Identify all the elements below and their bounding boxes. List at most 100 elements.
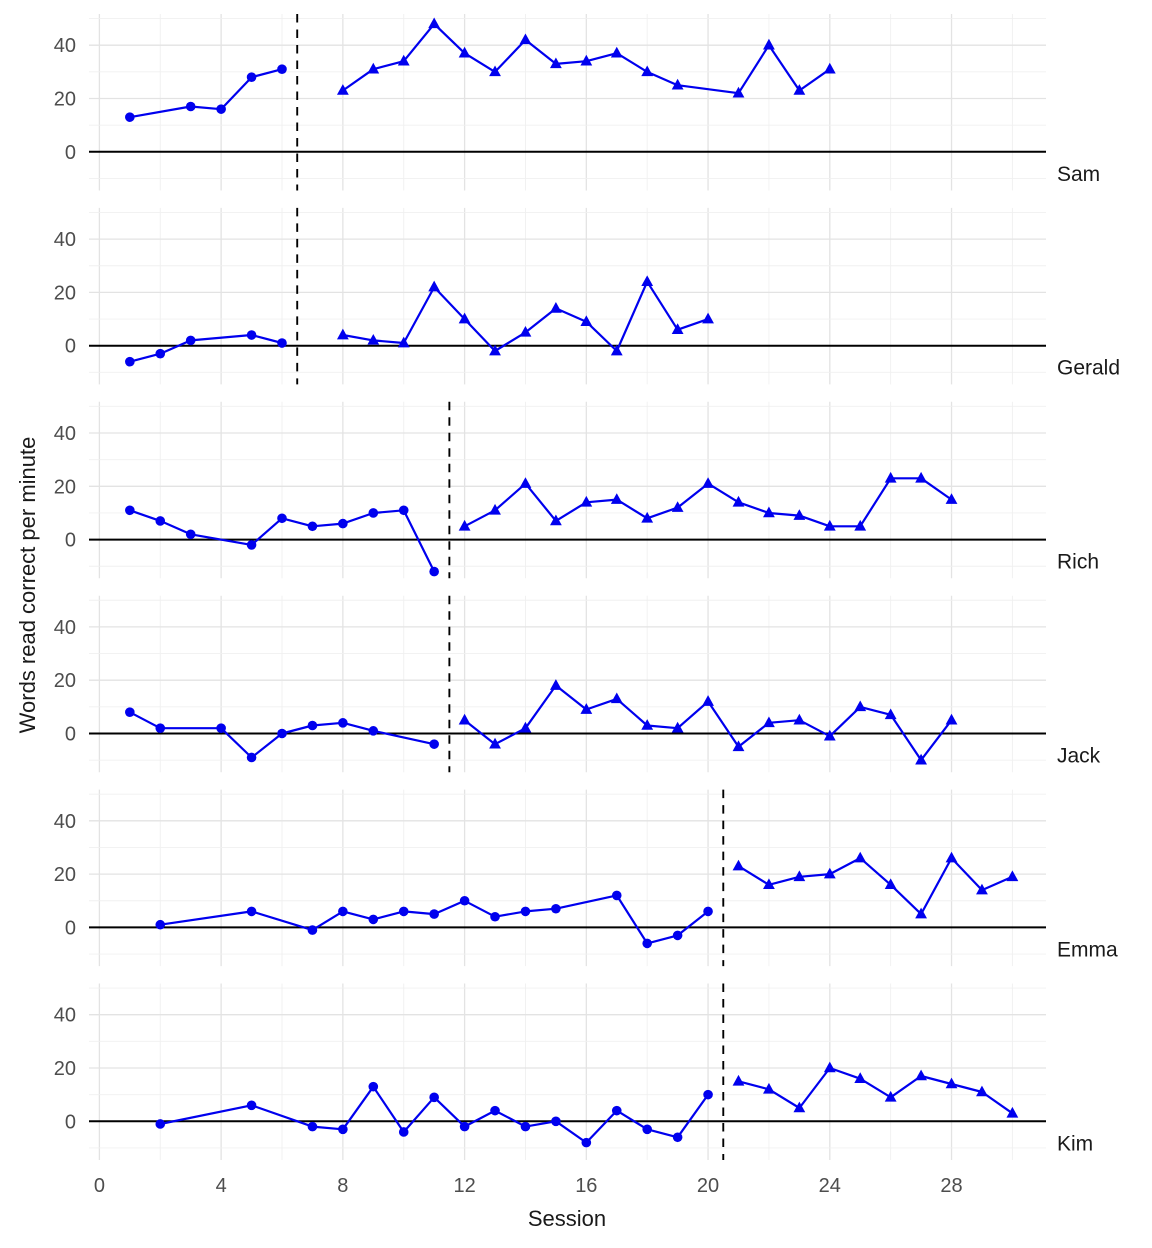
data-point-treatment-triangle	[763, 878, 775, 890]
data-point-baseline-circle	[642, 1124, 652, 1135]
data-point-baseline-circle	[520, 906, 531, 917]
data-point-treatment-triangle	[458, 312, 471, 324]
data-point-baseline-circle	[277, 338, 287, 348]
baseline-line	[129, 333, 283, 363]
y-tick-label: 40	[54, 1005, 76, 1027]
data-point-treatment-triangle	[549, 514, 562, 526]
panel-label: Rich	[1057, 551, 1099, 574]
data-point-treatment-triangle	[367, 333, 380, 345]
data-point-baseline-circle	[398, 1127, 409, 1137]
data-point-treatment-triangle	[732, 86, 745, 98]
data-point-treatment-triangle	[854, 851, 867, 863]
data-point-treatment-triangle	[428, 17, 441, 29]
y-tick-label: 40	[54, 229, 76, 251]
y-tick-label: 40	[54, 423, 76, 445]
data-point-baseline-circle	[125, 707, 135, 717]
y-tick-label: 20	[54, 670, 76, 692]
data-point-baseline-circle	[155, 516, 166, 526]
data-point-baseline-circle	[490, 911, 500, 922]
data-point-treatment-triangle	[823, 519, 836, 531]
data-point-treatment-triangle	[945, 1077, 958, 1089]
y-tick-label: 20	[54, 864, 76, 886]
x-tick-label: 28	[940, 1175, 962, 1197]
data-point-baseline-circle	[246, 72, 257, 82]
data-point-treatment-triangle	[884, 708, 897, 720]
data-point-treatment-triangle	[702, 695, 714, 706]
data-point-baseline-circle	[398, 505, 409, 516]
data-point-baseline-circle	[338, 718, 348, 728]
data-point-treatment-triangle	[945, 713, 958, 725]
data-point-baseline-circle	[520, 1121, 531, 1132]
data-point-treatment-triangle	[732, 859, 745, 871]
data-point-treatment-triangle	[519, 325, 532, 337]
data-point-treatment-triangle	[976, 883, 988, 895]
data-point-treatment-triangle	[854, 700, 867, 712]
y-tick-label: 0	[65, 142, 76, 164]
data-point-baseline-circle	[277, 64, 287, 74]
data-point-treatment-triangle	[823, 729, 836, 741]
y-tick-label: 20	[54, 1058, 76, 1080]
data-point-treatment-triangle	[732, 1074, 745, 1086]
data-point-treatment-triangle	[489, 503, 501, 515]
x-tick-label: 0	[94, 1175, 105, 1197]
data-point-baseline-circle	[368, 1081, 379, 1092]
data-point-baseline-circle	[398, 906, 409, 917]
data-point-baseline-circle	[338, 518, 348, 529]
data-point-baseline-circle	[551, 903, 561, 914]
data-point-baseline-circle	[490, 1105, 500, 1116]
data-point-treatment-triangle	[671, 78, 684, 90]
treatment-line	[342, 22, 831, 95]
data-point-treatment-triangle	[336, 328, 349, 340]
data-point-baseline-circle	[216, 104, 226, 114]
data-point-baseline-circle	[703, 1089, 713, 1100]
data-point-baseline-circle	[246, 540, 257, 550]
data-point-treatment-triangle	[549, 57, 562, 69]
data-point-treatment-triangle	[641, 275, 654, 287]
data-point-baseline-circle	[185, 529, 196, 540]
data-point-baseline-circle	[216, 723, 226, 733]
data-point-baseline-circle	[155, 723, 166, 733]
data-point-treatment-triangle	[793, 1101, 806, 1113]
treatment-line	[737, 857, 1013, 916]
data-point-baseline-circle	[155, 348, 166, 359]
treatment-line	[738, 1066, 1014, 1115]
data-point-treatment-triangle	[671, 501, 684, 512]
x-tick-label: 4	[216, 1175, 227, 1197]
data-point-treatment-triangle	[763, 506, 775, 518]
data-point-treatment-triangle	[641, 511, 654, 523]
y-tick-label: 40	[54, 811, 76, 833]
data-point-baseline-circle	[246, 330, 257, 340]
data-point-baseline-circle	[246, 752, 257, 763]
data-point-treatment-triangle	[641, 719, 654, 730]
data-point-treatment-triangle	[823, 62, 836, 74]
data-point-treatment-triangle	[610, 692, 623, 704]
data-point-treatment-triangle	[915, 1069, 927, 1081]
data-point-baseline-circle	[368, 914, 379, 925]
y-tick-label: 40	[54, 617, 76, 639]
data-point-treatment-triangle	[489, 344, 501, 356]
panel-label: Jack	[1057, 745, 1101, 768]
x-tick-label: 24	[819, 1175, 841, 1197]
data-point-treatment-triangle	[854, 519, 867, 531]
data-point-baseline-circle	[338, 906, 348, 917]
data-point-baseline-circle	[642, 938, 652, 949]
data-point-treatment-triangle	[580, 495, 593, 507]
data-point-treatment-triangle	[489, 65, 501, 77]
data-point-treatment-triangle	[580, 315, 593, 327]
x-axis-title: Session	[527, 1206, 607, 1231]
data-point-treatment-triangle	[793, 84, 806, 95]
baseline-line	[160, 894, 709, 945]
data-point-baseline-circle	[155, 919, 166, 930]
data-point-treatment-triangle	[580, 703, 593, 714]
data-point-treatment-triangle	[763, 38, 775, 50]
data-point-treatment-triangle	[732, 740, 745, 752]
data-point-treatment-triangle	[671, 721, 684, 733]
y-tick-label: 20	[54, 282, 76, 304]
y-tick-label: 0	[65, 530, 76, 552]
panel-label: Gerald	[1057, 357, 1120, 380]
data-point-treatment-triangle	[915, 753, 927, 765]
data-point-baseline-circle	[125, 112, 135, 122]
data-point-treatment-triangle	[458, 46, 471, 58]
